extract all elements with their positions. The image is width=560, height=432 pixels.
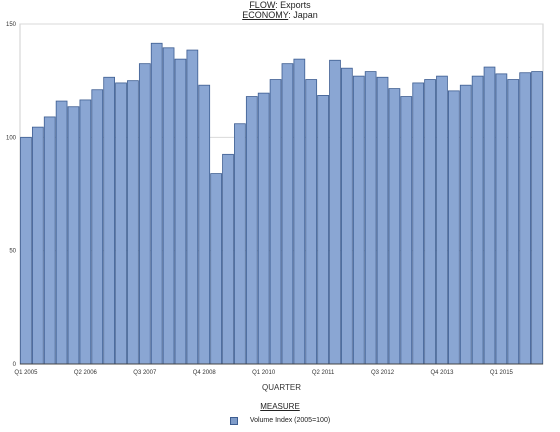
bar xyxy=(127,80,139,365)
bar xyxy=(257,92,270,365)
bar xyxy=(364,71,377,365)
bar xyxy=(20,136,32,365)
economy-value: Japan xyxy=(293,10,318,20)
bar xyxy=(222,153,234,365)
economy-line: ECONOMY: Japan xyxy=(242,10,318,20)
bar xyxy=(198,84,211,365)
bar xyxy=(186,49,199,365)
legend-entry: Volume Index (2005=100) xyxy=(249,417,331,425)
x-tick-label: Q1 2010 xyxy=(252,370,276,376)
x-tick-label: Q1 2015 xyxy=(490,370,514,376)
bar xyxy=(352,75,365,365)
bar xyxy=(91,89,104,365)
bar xyxy=(269,79,282,365)
bar xyxy=(293,58,306,365)
chart-header: FLOW: Exports ECONOMY: Japan xyxy=(0,0,560,20)
economy-key: ECONOMY xyxy=(242,10,289,20)
bar xyxy=(448,90,460,365)
bar xyxy=(245,96,258,365)
bar xyxy=(507,79,520,365)
bar xyxy=(424,79,436,365)
y-tick-label: 50 xyxy=(9,249,16,255)
bar xyxy=(317,95,329,365)
x-tick-label: Q3 2012 xyxy=(371,370,395,376)
bar xyxy=(329,59,341,365)
y-tick-label: 0 xyxy=(13,362,17,368)
flow-value: Exports xyxy=(280,0,311,10)
y-tick-label: 100 xyxy=(6,135,17,141)
bar xyxy=(483,66,496,365)
bar xyxy=(531,71,543,365)
x-tick-label: Q4 2008 xyxy=(193,370,217,376)
bar xyxy=(412,82,425,365)
y-tick-label: 150 xyxy=(6,22,17,28)
bar xyxy=(305,79,318,365)
bar xyxy=(495,73,508,365)
bar xyxy=(210,173,222,365)
bar xyxy=(388,88,401,365)
bar xyxy=(162,47,175,365)
bar xyxy=(115,82,127,365)
bar xyxy=(79,99,92,365)
bar xyxy=(31,126,44,365)
x-tick-label: Q4 2013 xyxy=(430,370,454,376)
bar xyxy=(43,116,56,365)
legend: MEASURE Volume Index (2005=100) xyxy=(0,402,560,425)
bar-chart: 0 50 100 150 Q1 2005 Q2 2006 Q3 2007 Q4 2008 Q1 … xyxy=(6,22,544,392)
x-tick-label: Q2 2006 xyxy=(74,370,98,376)
bar xyxy=(174,58,187,365)
bar xyxy=(436,75,448,365)
flow-key: FLOW xyxy=(249,0,276,10)
flow-line: FLOW: Exports xyxy=(249,0,311,10)
legend-title: MEASURE xyxy=(260,402,300,411)
bar xyxy=(103,76,115,365)
x-tick-label: Q2 2011 xyxy=(312,370,335,376)
bar xyxy=(376,76,389,365)
x-tick-label: Q3 2007 xyxy=(133,370,157,376)
bar xyxy=(67,106,80,365)
bar xyxy=(281,63,294,365)
bar xyxy=(55,100,68,365)
bar xyxy=(400,96,413,365)
bar xyxy=(138,63,151,365)
bar xyxy=(459,84,472,365)
bar xyxy=(150,42,163,365)
bar xyxy=(341,67,353,365)
x-tick-label: Q1 2005 xyxy=(14,370,38,376)
bar xyxy=(519,72,532,365)
bar xyxy=(234,123,246,365)
x-axis-title: QUARTER xyxy=(262,383,301,392)
legend-swatch xyxy=(229,416,238,425)
bar xyxy=(471,75,484,365)
